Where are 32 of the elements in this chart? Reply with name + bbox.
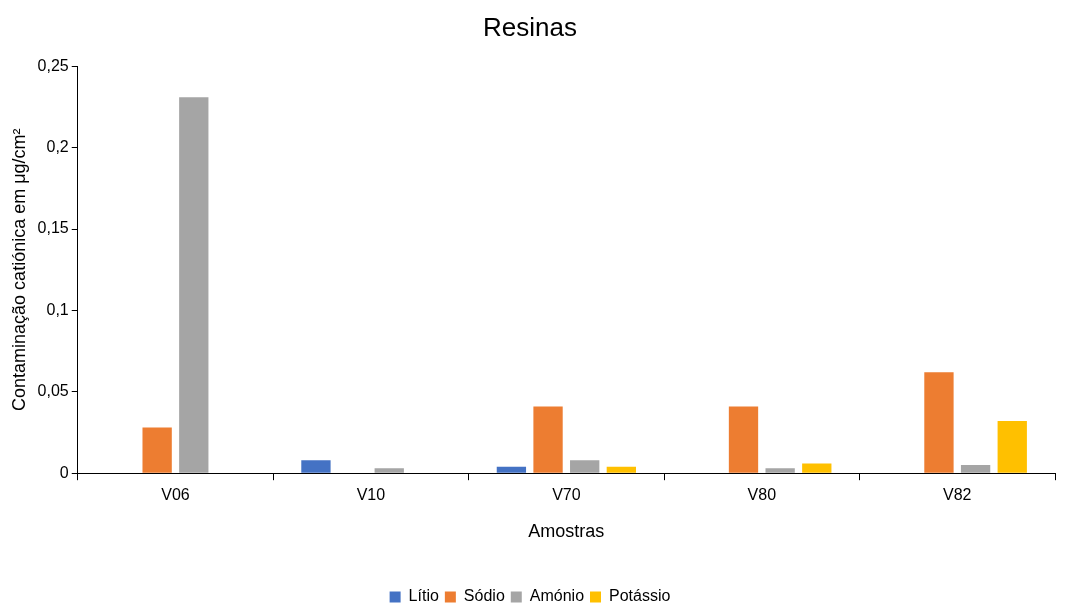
legend-label: Sódio [463,587,505,605]
y-tick-label: 0,15 [37,219,69,237]
x-tick-label: V06 [161,486,190,504]
bar [765,468,795,473]
bar [960,465,991,473]
bar [728,406,759,473]
y-tick-label: 0,05 [37,382,69,400]
bar [997,421,1027,473]
x-tick-label: V70 [552,486,581,504]
legend-label: Potássio [609,587,671,605]
y-tick-label: 0,1 [46,300,69,318]
bar [606,466,636,473]
bar [570,460,600,473]
x-axis-title: Amostras [528,521,605,542]
bar [496,466,527,473]
y-tick-label: 0,2 [46,138,69,156]
bar [802,463,832,473]
bar [924,372,954,473]
bar [301,460,331,473]
y-axis-title: Contaminação catiónica em μg/cm² [8,128,29,411]
legend-label: Amónio [529,587,585,605]
x-tick-label: V82 [943,486,972,504]
y-tick-label: 0,25 [37,56,69,74]
y-tick-label: 0 [59,463,69,481]
bar [533,406,563,473]
chart-title: Resinas [483,11,577,42]
x-tick-label: V10 [356,486,386,504]
bar [374,468,404,473]
bar [142,427,172,473]
bar [179,97,209,473]
legend-label: Lítio [408,587,439,605]
x-tick-label: V80 [747,486,777,504]
